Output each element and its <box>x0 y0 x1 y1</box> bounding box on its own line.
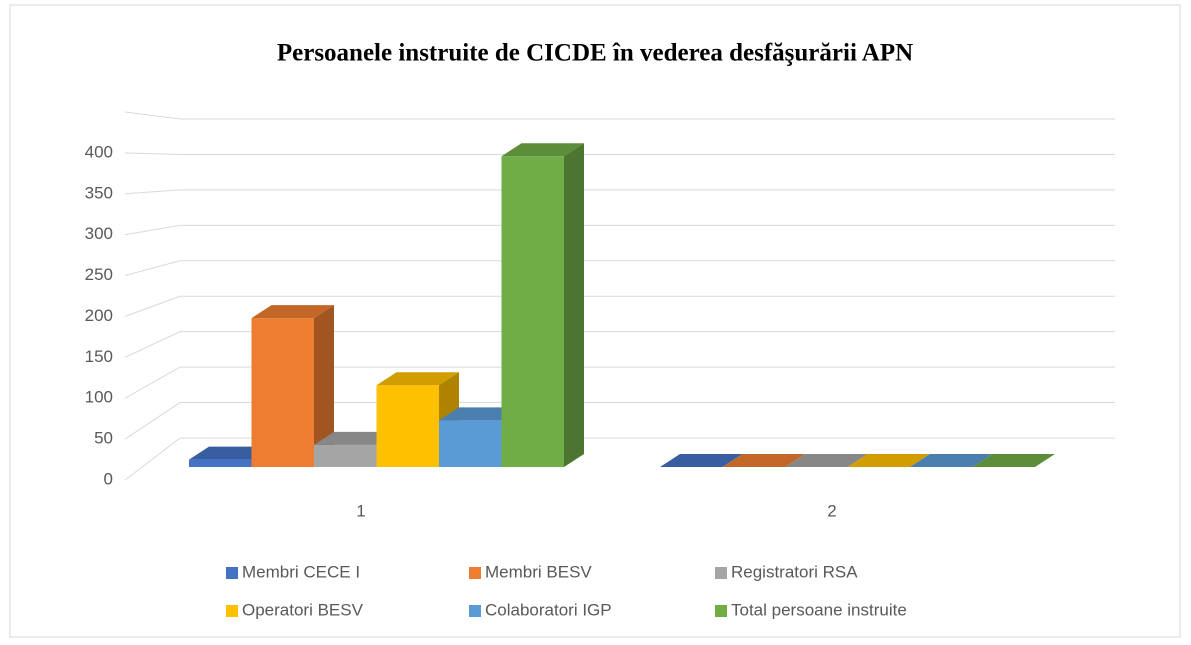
y-tick-label: 150 <box>85 347 113 366</box>
legend-swatch <box>226 605 238 617</box>
wall-edge <box>124 111 1115 120</box>
bar-top <box>847 454 930 467</box>
y-tick-label: 250 <box>85 265 113 284</box>
legend-swatch <box>469 605 481 617</box>
bar <box>910 454 993 467</box>
grid-line <box>124 152 1115 155</box>
legend-label: Colaboratori IGP <box>485 600 612 619</box>
bar-top <box>251 305 334 319</box>
legend-swatch <box>226 567 238 579</box>
grid-line <box>124 331 1115 358</box>
y-tick-label: 50 <box>94 429 113 448</box>
bar-front <box>251 318 314 467</box>
chart-title: Persoanele instruite de CICDE în vederea… <box>277 40 913 67</box>
y-tick-label: 100 <box>85 388 113 407</box>
bar-top <box>785 454 868 467</box>
legend-label: Membri BESV <box>485 562 592 581</box>
y-tick-label: 400 <box>85 142 113 161</box>
chart-border <box>9 4 1181 638</box>
bar-top <box>501 143 584 157</box>
bar-top <box>722 454 805 467</box>
legend-swatch <box>715 605 727 617</box>
bar-top <box>314 431 397 445</box>
legend-label: Membri CECE I <box>242 562 360 581</box>
bar-side <box>314 305 334 467</box>
y-tick-label: 0 <box>104 469 113 488</box>
y-tick-label: 300 <box>85 224 113 243</box>
grid-line <box>124 437 1115 481</box>
legend-label: Total persoane instruite <box>731 600 907 619</box>
grid-line <box>124 402 1115 440</box>
grid-line <box>124 189 1115 195</box>
legend-swatch <box>715 567 727 579</box>
bar-top <box>376 372 459 386</box>
bar <box>660 454 743 467</box>
bar-top <box>439 407 522 421</box>
grid-line <box>124 366 1115 399</box>
bar <box>847 454 930 467</box>
bar <box>722 454 805 467</box>
legend-label: Registratori RSA <box>731 562 858 581</box>
x-tick-label: 1 <box>356 501 365 520</box>
grid-line <box>124 224 1115 236</box>
bar-top <box>972 454 1055 467</box>
bar-side <box>564 143 584 467</box>
x-tick-label: 2 <box>827 501 836 520</box>
legend-swatch <box>469 567 481 579</box>
bar <box>501 143 584 467</box>
bar-top <box>189 446 272 460</box>
bar <box>785 454 868 467</box>
bar-top <box>910 454 993 467</box>
bar <box>251 305 334 467</box>
legend-label: Operatori BESV <box>242 600 364 619</box>
bar-top <box>660 454 743 467</box>
bar-front <box>314 444 377 467</box>
bar-front <box>189 459 252 467</box>
bar-front <box>376 385 439 467</box>
grid-line <box>124 260 1115 277</box>
bar-front <box>501 156 564 467</box>
bar <box>972 454 1055 467</box>
y-tick-label: 350 <box>85 183 113 202</box>
y-tick-label: 200 <box>85 306 113 325</box>
grid-line <box>124 295 1115 317</box>
bar-front <box>439 420 502 467</box>
